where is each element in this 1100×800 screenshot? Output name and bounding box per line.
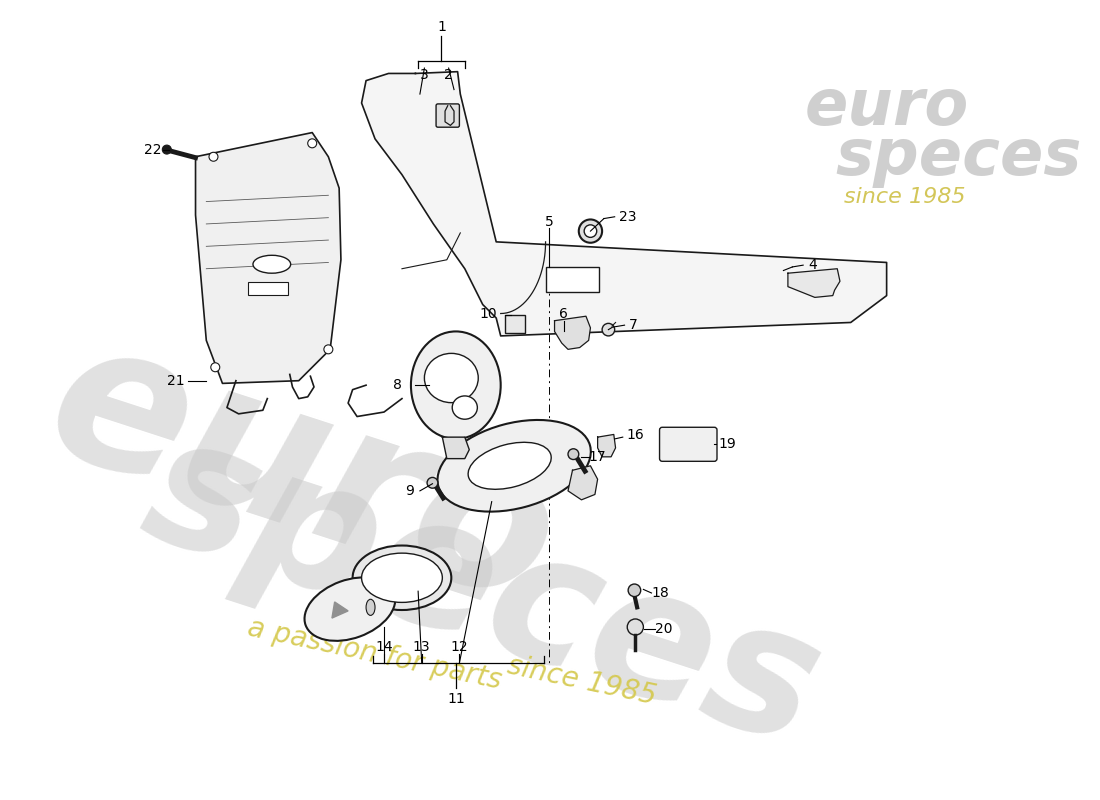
- Ellipse shape: [438, 420, 591, 512]
- Circle shape: [209, 152, 218, 162]
- Text: 4: 4: [808, 258, 817, 272]
- Text: euro: euro: [804, 77, 969, 138]
- Ellipse shape: [366, 599, 375, 615]
- FancyBboxPatch shape: [436, 104, 460, 127]
- Bar: [505, 315, 525, 334]
- Text: 14: 14: [375, 640, 393, 654]
- Circle shape: [584, 225, 596, 238]
- Circle shape: [211, 362, 220, 372]
- Text: 18: 18: [651, 586, 669, 600]
- Text: 3: 3: [420, 68, 429, 82]
- Text: 19: 19: [718, 438, 736, 451]
- Polygon shape: [442, 437, 470, 458]
- Text: a passion for parts: a passion for parts: [245, 614, 505, 694]
- Text: 8: 8: [393, 378, 402, 392]
- Text: 5: 5: [544, 215, 553, 229]
- Circle shape: [602, 323, 615, 336]
- Polygon shape: [788, 269, 840, 298]
- Ellipse shape: [452, 396, 477, 419]
- Ellipse shape: [469, 442, 551, 490]
- Circle shape: [163, 145, 172, 154]
- Ellipse shape: [353, 546, 451, 610]
- Circle shape: [579, 219, 602, 242]
- Text: 10: 10: [480, 306, 497, 321]
- Text: 7: 7: [629, 318, 638, 332]
- FancyBboxPatch shape: [660, 427, 717, 462]
- Text: 13: 13: [412, 640, 430, 654]
- Ellipse shape: [411, 331, 500, 439]
- Text: 6: 6: [559, 306, 568, 321]
- Text: 2: 2: [444, 68, 453, 82]
- Text: 21: 21: [167, 374, 185, 388]
- Bar: [546, 267, 600, 292]
- Text: speces: speces: [835, 126, 1081, 188]
- Text: 16: 16: [626, 428, 645, 442]
- Polygon shape: [568, 466, 597, 500]
- Text: 9: 9: [405, 484, 414, 498]
- Circle shape: [308, 139, 317, 148]
- Text: 22: 22: [144, 143, 162, 158]
- Text: speces: speces: [124, 400, 840, 782]
- Ellipse shape: [362, 553, 442, 602]
- Text: since 1985: since 1985: [844, 187, 966, 207]
- Text: euro: euro: [28, 302, 580, 647]
- Text: 11: 11: [447, 692, 464, 706]
- Ellipse shape: [305, 578, 395, 641]
- Text: 20: 20: [656, 622, 673, 636]
- Polygon shape: [196, 133, 341, 383]
- Text: 12: 12: [451, 640, 469, 654]
- Circle shape: [427, 478, 438, 488]
- Circle shape: [568, 449, 579, 459]
- Polygon shape: [597, 434, 616, 457]
- Text: 23: 23: [619, 210, 637, 224]
- Ellipse shape: [253, 255, 290, 274]
- Circle shape: [628, 584, 640, 597]
- Text: since 1985: since 1985: [505, 651, 659, 710]
- Bar: [248, 282, 288, 294]
- Polygon shape: [554, 316, 591, 350]
- Ellipse shape: [425, 354, 478, 402]
- Circle shape: [323, 345, 333, 354]
- Polygon shape: [362, 72, 887, 336]
- Circle shape: [627, 619, 644, 635]
- Polygon shape: [332, 602, 348, 618]
- Text: 17: 17: [588, 450, 606, 464]
- Text: 1: 1: [437, 20, 446, 34]
